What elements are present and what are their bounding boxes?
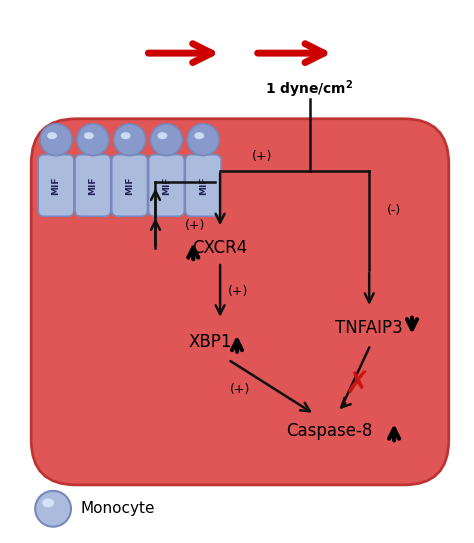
Ellipse shape (194, 132, 204, 139)
Text: (+): (+) (185, 219, 206, 232)
Circle shape (40, 124, 72, 156)
Ellipse shape (157, 132, 167, 139)
Text: Monocyte: Monocyte (81, 501, 155, 516)
Circle shape (35, 491, 71, 527)
Text: ✗: ✗ (345, 370, 370, 399)
FancyBboxPatch shape (185, 155, 221, 216)
Circle shape (187, 124, 219, 156)
FancyBboxPatch shape (148, 155, 184, 216)
FancyBboxPatch shape (38, 155, 74, 216)
Text: (+): (+) (228, 286, 248, 299)
Text: MIF: MIF (125, 176, 134, 195)
FancyBboxPatch shape (112, 155, 147, 216)
FancyBboxPatch shape (31, 119, 449, 485)
Text: MIF: MIF (199, 176, 208, 195)
Circle shape (114, 124, 146, 156)
Text: TNFAIP3: TNFAIP3 (335, 319, 403, 337)
Text: MIF: MIF (162, 176, 171, 195)
Ellipse shape (47, 132, 57, 139)
Text: XBP1: XBP1 (188, 333, 232, 351)
Text: MIF: MIF (88, 176, 97, 195)
Text: (+): (+) (252, 149, 272, 162)
Ellipse shape (84, 132, 94, 139)
Ellipse shape (42, 498, 54, 507)
Text: CXCR4: CXCR4 (192, 239, 248, 257)
Text: (-): (-) (387, 204, 401, 217)
Circle shape (151, 124, 182, 156)
Text: Caspase-8: Caspase-8 (286, 422, 373, 440)
Ellipse shape (121, 132, 131, 139)
Circle shape (77, 124, 109, 156)
FancyBboxPatch shape (75, 155, 111, 216)
Text: (+): (+) (230, 383, 250, 396)
Text: MIF: MIF (52, 176, 61, 195)
Text: $\mathbf{1\ dyne/cm^2}$: $\mathbf{1\ dyne/cm^2}$ (265, 78, 354, 100)
